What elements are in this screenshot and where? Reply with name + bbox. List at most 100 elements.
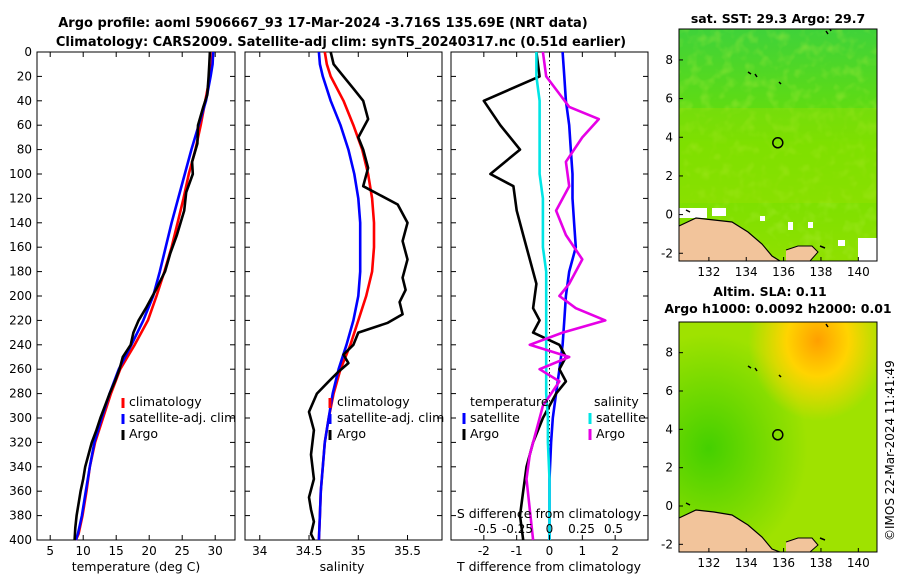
missing-data-cell — [858, 238, 877, 261]
longitude-tick-label: 134 — [735, 556, 758, 570]
sla-field — [679, 322, 877, 552]
sst-small-islands — [685, 29, 832, 249]
sst-map-title: sat. SST: 29.3 Argo: 29.7 — [691, 11, 865, 26]
salinity-axes-frame — [244, 51, 443, 541]
longitude-tick-label: 140 — [847, 556, 870, 570]
x-tick-label: 20 — [142, 544, 157, 558]
longitude-tick-label: 134 — [735, 265, 758, 279]
legend-salinity-title: salinity — [594, 394, 639, 409]
sla-map-panel: Altim. SLA: 0.11 Argo h1000: 0.0092 h200… — [661, 284, 892, 570]
salinity-xlabel: salinity — [320, 559, 365, 574]
longitude-tick-label: 138 — [810, 556, 833, 570]
latitude-tick-label: 4 — [665, 130, 673, 144]
salinity-panel: 34 34.5 35 35.5 climatology satellite-adj. … — [244, 51, 444, 574]
latitude-tick-label: 6 — [665, 384, 673, 398]
longitude-tick-label: 138 — [810, 265, 833, 279]
missing-data-cell — [808, 222, 813, 228]
x-tick-label: -2 — [478, 544, 490, 558]
x-tick-label: 2 — [611, 544, 619, 558]
legend-climatology-label: climatology — [129, 394, 202, 409]
sla-map-frame — [678, 321, 878, 553]
x-tick-label: 35 — [351, 544, 366, 558]
sst-map-frame — [678, 28, 878, 262]
temperature-legend: climatology satellite-adj. clim Argo — [121, 394, 236, 441]
depth-tick-label: 220 — [9, 313, 32, 327]
imos-credit: ©IMOS 22-Mar-2024 11:41:49 — [883, 360, 897, 541]
longitude-tick-label: 136 — [772, 556, 795, 570]
sla-map-title-line2: Argo h1000: 0.0092 h2000: 0.01 — [664, 301, 891, 316]
difference-legend: temperature satellite Argo salinity sate… — [462, 394, 646, 441]
x-tick-label: 34 — [252, 544, 267, 558]
s-difference-tick-label: -0.25 — [502, 522, 533, 536]
depth-tick-label: 340 — [9, 460, 32, 474]
sst-field — [679, 29, 877, 261]
depth-tick-label: 240 — [9, 338, 32, 352]
series-satellite-adj-clim — [317, 51, 362, 541]
difference-panel: -2 -1 0 1 2 temperature satellite Argo salin… — [450, 51, 649, 574]
depth-tick-label: 200 — [9, 289, 32, 303]
s-difference-xlabel: S difference from climatology — [457, 506, 642, 521]
longitude-tick-label: 140 — [847, 265, 870, 279]
temperature-panel: 5 10 15 20 25 3002040608010012014016018020022… — [9, 45, 236, 574]
legend-satellite-label: satellite-adj. clim — [129, 410, 236, 425]
sst-argo-marker — [772, 137, 784, 149]
depth-tick-label: 0 — [24, 45, 32, 59]
sla-coastline — [679, 509, 781, 552]
x-tick-label: -1 — [511, 544, 523, 558]
latitude-tick-label: 8 — [665, 346, 673, 360]
latitude-tick-label: 0 — [665, 208, 673, 222]
depth-tick-label: 100 — [9, 167, 32, 181]
sst-coastline — [679, 217, 781, 261]
longitude-tick-label: 136 — [772, 265, 795, 279]
series-salinity-argo — [525, 51, 607, 541]
x-tick-label: 35.5 — [394, 544, 421, 558]
x-tick-label: 5 — [46, 544, 54, 558]
longitude-tick-label: 132 — [697, 265, 720, 279]
depth-tick-label: 320 — [9, 435, 32, 449]
temperature-xlabel: temperature (deg C) — [72, 559, 201, 574]
legend-s-satellite-label: satellite — [596, 410, 646, 425]
missing-data-cell — [679, 208, 707, 218]
x-tick-label: 10 — [76, 544, 91, 558]
legend-temperature-title: temperature — [470, 394, 549, 409]
s-difference-tick-label: 0 — [546, 522, 554, 536]
s-difference-tick-label: -0.5 — [474, 522, 497, 536]
latitude-tick-label: 2 — [665, 169, 673, 183]
series-salinity-satellite — [535, 52, 551, 540]
latitude-tick-label: 6 — [665, 92, 673, 106]
x-tick-label: 1 — [579, 544, 587, 558]
depth-tick-label: 300 — [9, 411, 32, 425]
sla-coastline-island — [785, 537, 819, 552]
legend-argo-label: Argo — [337, 426, 366, 441]
depth-tick-label: 400 — [9, 533, 32, 547]
latitude-tick-label: -2 — [661, 537, 673, 551]
legend-t-argo-label: Argo — [470, 426, 499, 441]
legend-argo-label: Argo — [129, 426, 158, 441]
missing-data-cell — [712, 208, 726, 216]
t-difference-xlabel: T difference from climatology — [456, 559, 642, 574]
sst-map-panel: sat. SST: 29.3 Argo: 29.7 132 13 — [661, 11, 878, 279]
figure-title-line2: Climatology: CARS2009. Satellite-adj cli… — [56, 35, 626, 50]
missing-data-cell — [788, 222, 793, 230]
depth-tick-label: 380 — [9, 509, 32, 523]
sla-small-islands — [685, 323, 829, 541]
latitude-tick-label: 8 — [665, 53, 673, 67]
legend-climatology-label: climatology — [337, 394, 410, 409]
longitude-tick-label: 132 — [697, 556, 720, 570]
legend-t-satellite-label: satellite — [470, 410, 520, 425]
depth-tick-label: 260 — [9, 362, 32, 376]
depth-tick-label: 60 — [17, 118, 32, 132]
legend-s-argo-label: Argo — [596, 426, 625, 441]
sla-land-new-guinea — [679, 510, 780, 552]
latitude-tick-label: -2 — [661, 246, 673, 260]
sla-land-island — [786, 538, 818, 552]
legend-satellite-label: satellite-adj. clim — [337, 410, 444, 425]
x-tick-label: 30 — [208, 544, 223, 558]
figure-title-line1: Argo profile: aoml 5906667_93 17-Mar-202… — [58, 16, 588, 31]
depth-tick-label: 20 — [17, 69, 32, 83]
depth-tick-label: 180 — [9, 265, 32, 279]
latitude-tick-label: 4 — [665, 422, 673, 436]
salinity-legend: climatology satellite-adj. clim Argo — [328, 394, 444, 441]
sst-coastline-island — [785, 245, 819, 261]
